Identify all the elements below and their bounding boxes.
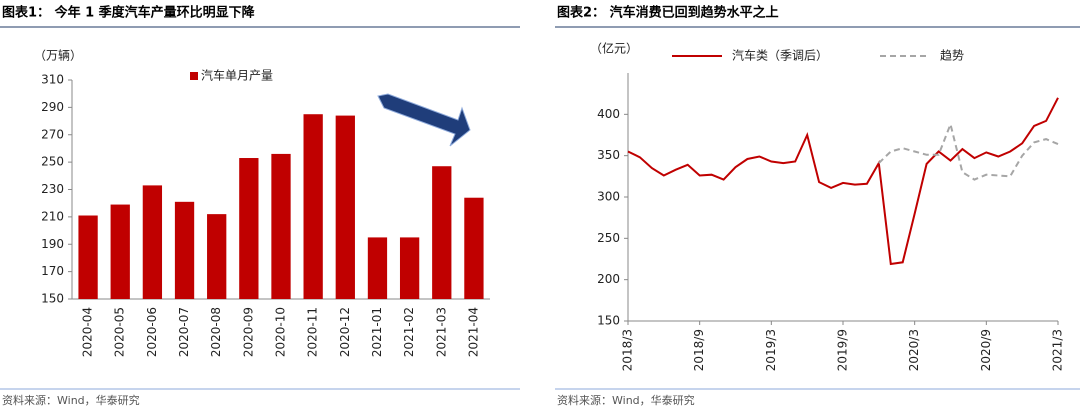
legend-swatch xyxy=(190,72,198,80)
y-tick-label: 300 xyxy=(597,190,620,204)
bar xyxy=(110,204,130,299)
x-tick-label: 2020-05 xyxy=(113,307,127,357)
bar xyxy=(142,185,163,299)
x-tick-label: 2019/3 xyxy=(764,329,778,371)
bar xyxy=(432,166,452,299)
x-tick-label: 2020-08 xyxy=(209,307,223,357)
bar xyxy=(78,215,98,299)
x-tick-label: 2018/3 xyxy=(621,329,635,371)
y-tick-label: 200 xyxy=(597,272,620,286)
y-tick-label: 230 xyxy=(41,182,64,196)
bar xyxy=(303,114,323,299)
x-tick-label: 2020-04 xyxy=(81,307,95,357)
y-tick-label: 210 xyxy=(41,209,64,223)
source: 资料来源：Wind，华泰研究 xyxy=(557,393,695,407)
y-unit: （万辆） xyxy=(34,49,82,63)
x-tick-label: 2020-12 xyxy=(338,307,352,357)
y-tick-label: 150 xyxy=(41,292,64,306)
bar xyxy=(399,237,420,299)
chart-title: 图表1： 今年 1 季度汽车产量环比明显下降 xyxy=(2,5,256,21)
x-tick-label: 2018/9 xyxy=(692,329,706,371)
chart-title: 图表2： 汽车消费已回到趋势水平之上 xyxy=(557,5,779,21)
legend-label: 趋势 xyxy=(940,49,964,63)
arrow-decoration xyxy=(377,93,471,147)
source: 资料来源：Wind，华泰研究 xyxy=(2,393,140,407)
y-unit: （亿元） xyxy=(590,41,638,56)
x-tick-label: 2020/3 xyxy=(907,329,921,371)
bar xyxy=(239,158,259,299)
y-tick-label: 250 xyxy=(597,231,620,245)
series-line xyxy=(627,97,1059,266)
y-tick-label: 250 xyxy=(41,155,64,169)
x-tick-label: 2020-11 xyxy=(306,307,320,357)
bar xyxy=(174,201,195,299)
x-tick-label: 2021-02 xyxy=(402,307,416,357)
y-tick-label: 400 xyxy=(597,107,620,121)
legend-label: 汽车类（季调后） xyxy=(732,48,828,63)
x-tick-label: 2020-07 xyxy=(177,307,191,357)
x-tick-label: 2021/3 xyxy=(1051,329,1065,371)
bar xyxy=(271,153,291,299)
x-tick-label: 2021-01 xyxy=(370,307,384,357)
x-tick-label: 2020-10 xyxy=(274,307,288,357)
y-tick-label: 190 xyxy=(41,237,64,251)
x-tick-label: 2019/9 xyxy=(836,329,850,371)
series-line xyxy=(878,121,1059,181)
y-tick-label: 170 xyxy=(41,264,64,278)
y-tick-label: 350 xyxy=(597,148,620,162)
x-tick-label: 2021-04 xyxy=(466,307,480,357)
bar xyxy=(367,237,388,299)
bar xyxy=(335,115,355,300)
y-tick-label: 310 xyxy=(41,73,64,87)
x-tick-label: 2021-03 xyxy=(434,307,448,357)
legend-label: 汽车单月产量 xyxy=(201,68,273,83)
x-tick-label: 2020-09 xyxy=(241,307,255,357)
y-tick-label: 270 xyxy=(41,127,64,141)
bar xyxy=(207,214,227,299)
x-tick-label: 2020-06 xyxy=(145,307,159,357)
y-tick-label: 290 xyxy=(41,100,64,114)
x-tick-label: 2020/9 xyxy=(979,329,993,371)
bar xyxy=(464,197,484,299)
y-tick-label: 150 xyxy=(597,314,620,328)
